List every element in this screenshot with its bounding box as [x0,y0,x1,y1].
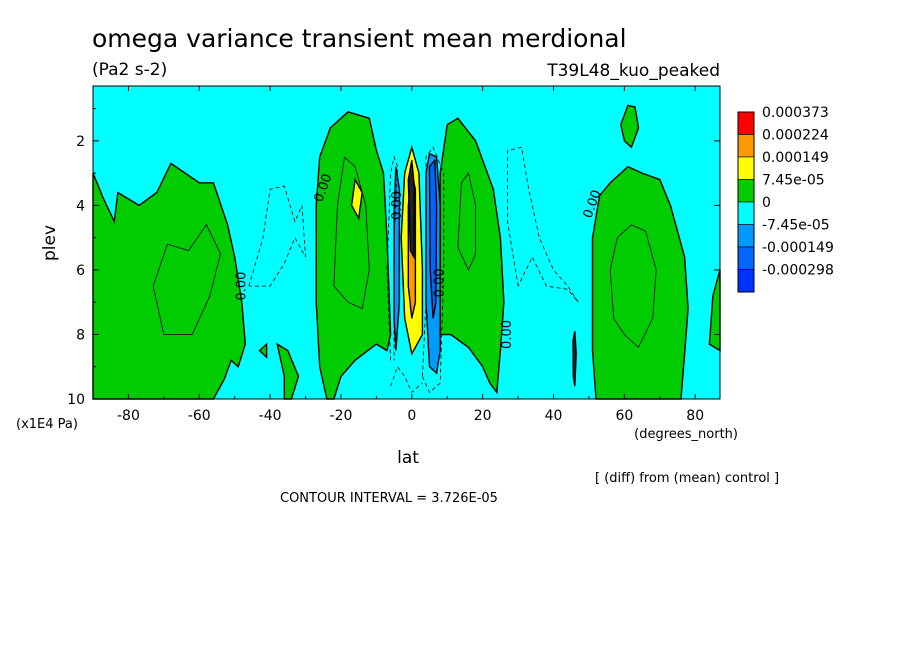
contour-south-dashed [248,185,306,287]
x-tick-label: 80 [686,408,704,424]
legend-swatch [737,246,755,270]
legend-label: 0.000224 [762,128,829,144]
region-southern-subtropics [315,111,392,400]
y-tick-label: 10 [67,392,85,408]
chart-units: (Pa2 s-2) [92,60,167,80]
legend-swatch [737,156,755,180]
x-axis-ticks: -80 -60 -40 -20 0 20 40 60 80 [92,86,704,424]
experiment-label: T39L48_kuo_peaked [546,61,720,81]
x-tick-label: -20 [330,408,353,424]
region-dark-sliver [572,331,577,387]
legend-swatch [737,224,755,248]
x-tick-label: -40 [259,408,282,424]
legend-label: -0.000149 [762,240,834,256]
region-equator-north [439,117,505,395]
y-tick-label: 6 [76,263,85,279]
legend-swatch [737,134,755,158]
contour-equator-dashed-east [422,146,445,394]
x-tick-label: 20 [474,408,492,424]
legend-swatch [737,201,755,225]
contour-equator-dashed-west [386,155,399,361]
region-small-blob [258,342,268,359]
x-tick-label: 0 [407,408,416,424]
y-axis-ticks: 2 4 6 8 10 [67,108,720,408]
x-axis-label: lat [397,448,419,468]
y-tick-label: 2 [76,134,85,150]
legend-label: -0.000298 [762,263,834,279]
legend-swatch [737,111,755,135]
y-axis-label: plev [40,225,60,261]
region-polar-cap [620,104,640,149]
chart-title: omega variance transient mean merdional [92,24,627,53]
legend-swatch [737,269,755,293]
contour-north-high-inner [609,224,657,349]
legend-label: -7.45e-05 [762,218,830,234]
x-tick-label: -60 [188,408,211,424]
contour-south-high-inner [152,224,221,335]
legend-label: 0.000149 [762,150,829,166]
contour-label: 0.00 [500,320,515,349]
contour-lines [152,146,657,394]
legend-label: 0 [762,195,771,211]
contour-label: 0.00 [433,268,448,297]
plot-frame [92,85,721,400]
x-tick-label: 60 [615,408,633,424]
contour-interval: CONTOUR INTERVAL = 3.726E-05 [280,491,498,506]
legend-frame [737,111,755,293]
legend-label: 0.000373 [762,105,829,121]
contour-label: 0.00 [390,191,405,220]
contour-north-inner [457,172,476,271]
y-axis-units: (x1E4 Pa) [16,417,78,432]
plot-area: 0.000.000.000.000.000.00 -80 -60 -40 -20 0 20… [67,85,721,424]
color-legend: 0.000373 0.000224 0.000149 7.45e-05 0 -7.45e-… [737,105,834,293]
y-tick-label: 8 [76,327,85,343]
diff-note: [ (diff) from (mean) control ] [595,471,779,486]
contour-north-dashed [507,146,579,303]
x-tick-label: 40 [545,408,563,424]
contour-labels: 0.000.000.000.000.000.00 [234,172,604,349]
y-tick-label: 4 [76,198,85,214]
region-equator-black [407,160,416,260]
x-axis-units: (degrees_north) [634,427,738,442]
region-negative-darkblue [428,158,438,319]
legend-label: 7.45e-05 [762,173,825,189]
region-southern-high [92,162,247,400]
x-tick-label: -80 [117,408,140,424]
contour-subtropic-inner [333,156,370,310]
contour-label: 0.00 [234,272,249,301]
legend-swatch [737,179,755,203]
